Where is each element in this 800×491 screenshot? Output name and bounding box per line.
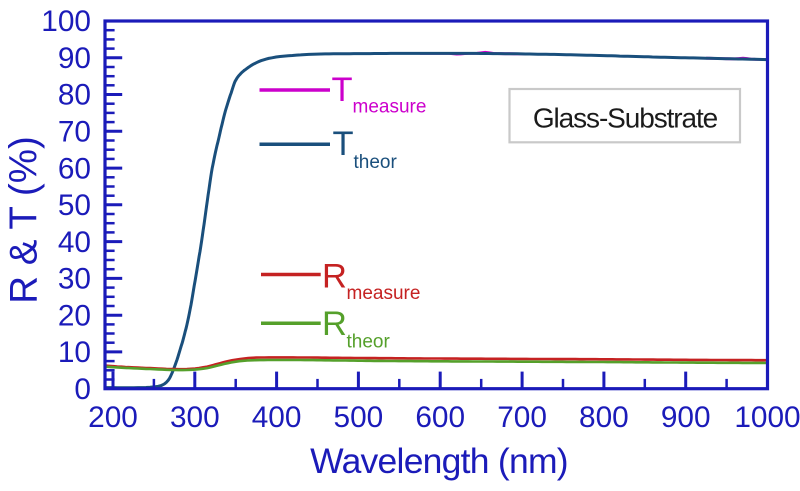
svg-text:Wavelength (nm): Wavelength (nm): [310, 441, 568, 481]
svg-text:500: 500: [334, 401, 384, 434]
svg-text:800: 800: [579, 401, 629, 434]
svg-text:0: 0: [74, 373, 91, 406]
svg-text:10: 10: [58, 336, 91, 369]
svg-text:40: 40: [58, 226, 91, 259]
svg-text:measure: measure: [353, 97, 427, 118]
svg-text:R: R: [322, 258, 347, 296]
svg-text:R & T (%): R & T (%): [3, 136, 46, 304]
svg-text:T: T: [332, 71, 353, 109]
svg-text:20: 20: [58, 299, 91, 332]
svg-text:60: 60: [58, 152, 91, 185]
svg-text:measure: measure: [347, 283, 421, 304]
svg-text:Glass-Substrate: Glass-Substrate: [533, 103, 718, 134]
svg-text:30: 30: [58, 263, 91, 296]
svg-text:T: T: [333, 125, 354, 163]
svg-text:90: 90: [58, 42, 91, 75]
svg-text:70: 70: [58, 116, 91, 149]
svg-text:80: 80: [58, 79, 91, 112]
svg-text:R: R: [322, 305, 347, 343]
svg-text:50: 50: [58, 189, 91, 222]
svg-text:900: 900: [661, 401, 711, 434]
svg-text:300: 300: [170, 401, 220, 434]
svg-text:700: 700: [497, 401, 547, 434]
svg-text:400: 400: [252, 401, 302, 434]
svg-text:600: 600: [415, 401, 465, 434]
svg-text:100: 100: [41, 5, 91, 38]
svg-text:200: 200: [88, 401, 138, 434]
svg-text:theor: theor: [354, 152, 398, 173]
svg-text:theor: theor: [347, 332, 391, 353]
svg-text:1000: 1000: [734, 401, 800, 434]
